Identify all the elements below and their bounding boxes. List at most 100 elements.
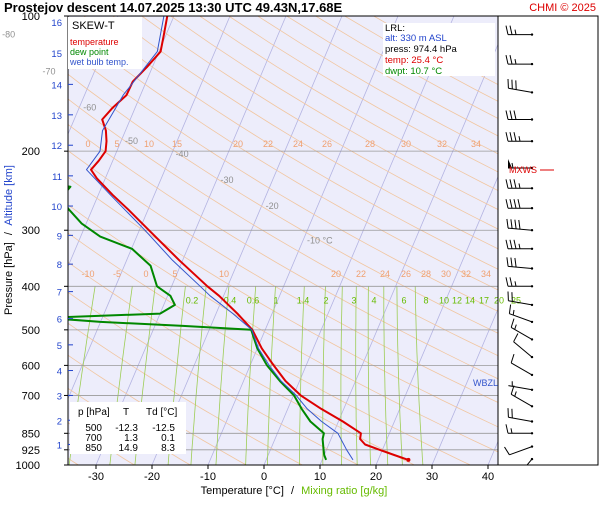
altitude-tick-label: 9 xyxy=(57,231,62,242)
dry-adiabat-label: 30 xyxy=(441,269,451,279)
legend-wet-bulb: wet bulb temp. xyxy=(69,57,129,67)
isotherm-label: -50 xyxy=(125,136,138,146)
x-axis-title-temperature: Temperature [°C] xyxy=(201,485,284,497)
altitude-tick-label: 3 xyxy=(57,391,62,402)
wind-barb-station xyxy=(531,304,533,306)
legend-dew-point: dew point xyxy=(70,47,109,57)
x-tick-label: 10 xyxy=(314,471,326,483)
dry-adiabat-label: 22 xyxy=(356,269,366,279)
isotherm-label: -20 xyxy=(266,201,279,211)
pressure-tick-label: 500 xyxy=(22,325,40,337)
table-row-pressure: 850 xyxy=(85,443,102,454)
x-tick-label: 40 xyxy=(482,471,494,483)
info-dewpoint: dwpt: 10.7 °C xyxy=(385,66,442,77)
altitude-tick-label: 14 xyxy=(51,80,62,91)
pressure-tick-label: 1000 xyxy=(16,460,40,472)
pressure-tick-label: 400 xyxy=(22,281,40,293)
altitude-tick-label: 2 xyxy=(57,416,62,427)
altitude-tick-label: 8 xyxy=(57,260,62,271)
x-axis-title-separator: / xyxy=(291,485,295,497)
wind-barb-station xyxy=(531,445,533,447)
dry-adiabat-label: 28 xyxy=(421,269,431,279)
mixing-ratio-label: 6 xyxy=(401,295,406,305)
wind-barb-station xyxy=(531,140,533,142)
dry-adiabat-label: 34 xyxy=(481,269,491,279)
dry-adiabat-label: 24 xyxy=(380,269,390,279)
altitude-tick-label: 7 xyxy=(57,288,62,299)
altitude-tick-label: 16 xyxy=(51,18,62,29)
info-altitude: alt: 330 m ASL xyxy=(385,33,447,44)
y-axis-title: Pressure [hPa] / Altitude [km] xyxy=(3,165,15,315)
dry-adiabat-label: 32 xyxy=(461,269,471,279)
mixing-ratio-label: 17 xyxy=(479,295,489,305)
mixing-ratio-label: 1.4 xyxy=(297,295,310,305)
dry-adiabat-label: -5 xyxy=(113,269,121,279)
dry-adiabat-label: 15 xyxy=(172,139,182,149)
dry-adiabat-label: -10 xyxy=(81,269,94,279)
wind-barb-station xyxy=(531,405,533,407)
altitude-tick-label: 10 xyxy=(51,202,62,213)
wind-barb-station xyxy=(531,248,533,250)
wind-barb-station xyxy=(531,267,533,269)
y-axis-title-separator: / xyxy=(3,231,15,235)
x-tick-label: 20 xyxy=(370,471,382,483)
isotherm-label: -30 xyxy=(221,175,234,185)
dry-adiabat-label: 20 xyxy=(233,139,243,149)
altitude-tick-label: 12 xyxy=(51,141,62,152)
x-tick-label: 0 xyxy=(261,471,267,483)
table-header-pressure: p [hPa] xyxy=(78,407,110,418)
info-pressure: press: 974.4 hPa xyxy=(385,44,458,55)
mixing-ratio-label: 10 xyxy=(439,295,449,305)
mixing-ratio-label: 12 xyxy=(452,295,462,305)
mixing-ratio-label: 4 xyxy=(371,295,376,305)
altitude-tick-label: 1 xyxy=(57,440,62,451)
dry-adiabat-label: 34 xyxy=(471,139,481,149)
wind-barb-station xyxy=(531,374,533,376)
pressure-tick-label: 925 xyxy=(22,445,40,457)
isotherm-label: -80 xyxy=(2,30,15,40)
surface-temperature-point xyxy=(406,458,410,462)
dry-adiabat-label: 5 xyxy=(172,269,177,279)
dry-adiabat-label: 0 xyxy=(143,269,148,279)
wind-barb-station xyxy=(531,118,533,120)
x-tick-label: -30 xyxy=(88,471,104,483)
wind-barb-station xyxy=(531,338,533,340)
table-header-temperature: T xyxy=(123,407,129,418)
wind-barb-station xyxy=(531,356,533,358)
x-axis-title-mixing-ratio: Mixing ratio [g/kg] xyxy=(301,485,387,497)
dry-adiabat-label: 28 xyxy=(365,139,375,149)
x-axis-title: Temperature [°C] / Mixing ratio [g/kg] xyxy=(201,485,388,497)
mixing-ratio-label: 0.4 xyxy=(224,295,237,305)
pressure-tick-label: 700 xyxy=(22,390,40,402)
chart-title: Prostejov descent 14.07.2025 13:30 UTC 4… xyxy=(4,0,343,15)
mixing-ratio-label: 1 xyxy=(273,295,278,305)
mixing-ratio-label: 20 xyxy=(494,295,504,305)
dry-adiabat-label: 22 xyxy=(263,139,273,149)
y-axis-title-altitude: Altitude [km] xyxy=(3,165,15,226)
wind-barb-station xyxy=(531,458,533,460)
mixing-ratio-label: 0.6 xyxy=(247,295,260,305)
x-tick-label: 30 xyxy=(426,471,438,483)
copyright-link[interactable]: CHMI © 2025 xyxy=(529,2,596,14)
mixing-ratio-label: 3 xyxy=(351,295,356,305)
isotherm-label: -40 xyxy=(176,149,189,159)
pressure-tick-label: 300 xyxy=(22,225,40,237)
dry-adiabat-label: 20 xyxy=(331,269,341,279)
level-table: p [hPa] T Td [°C] 500 -12.3 -12.5 700 1.… xyxy=(70,402,186,454)
dry-adiabat-label: 5 xyxy=(114,139,119,149)
wind-barb-station xyxy=(531,33,533,35)
legend: SKEW-T temperature dew point wet bulb te… xyxy=(68,17,142,69)
table-row-temperature: 14.9 xyxy=(119,443,139,454)
y-axis-title-pressure: Pressure [hPa] xyxy=(3,242,15,315)
pressure-tick-label: 600 xyxy=(22,360,40,372)
dry-adiabat-label: 32 xyxy=(437,139,447,149)
altitude-tick-label: 15 xyxy=(51,49,62,60)
dry-adiabat-label: 26 xyxy=(401,269,411,279)
wind-barb-station xyxy=(531,229,533,231)
mixing-ratio-label: 0.2 xyxy=(186,295,199,305)
altitude-tick-label: 11 xyxy=(52,172,62,183)
wind-barb-station xyxy=(531,207,533,209)
wbzl-marker: WBZL xyxy=(473,378,498,388)
wind-barb-station xyxy=(531,63,533,65)
